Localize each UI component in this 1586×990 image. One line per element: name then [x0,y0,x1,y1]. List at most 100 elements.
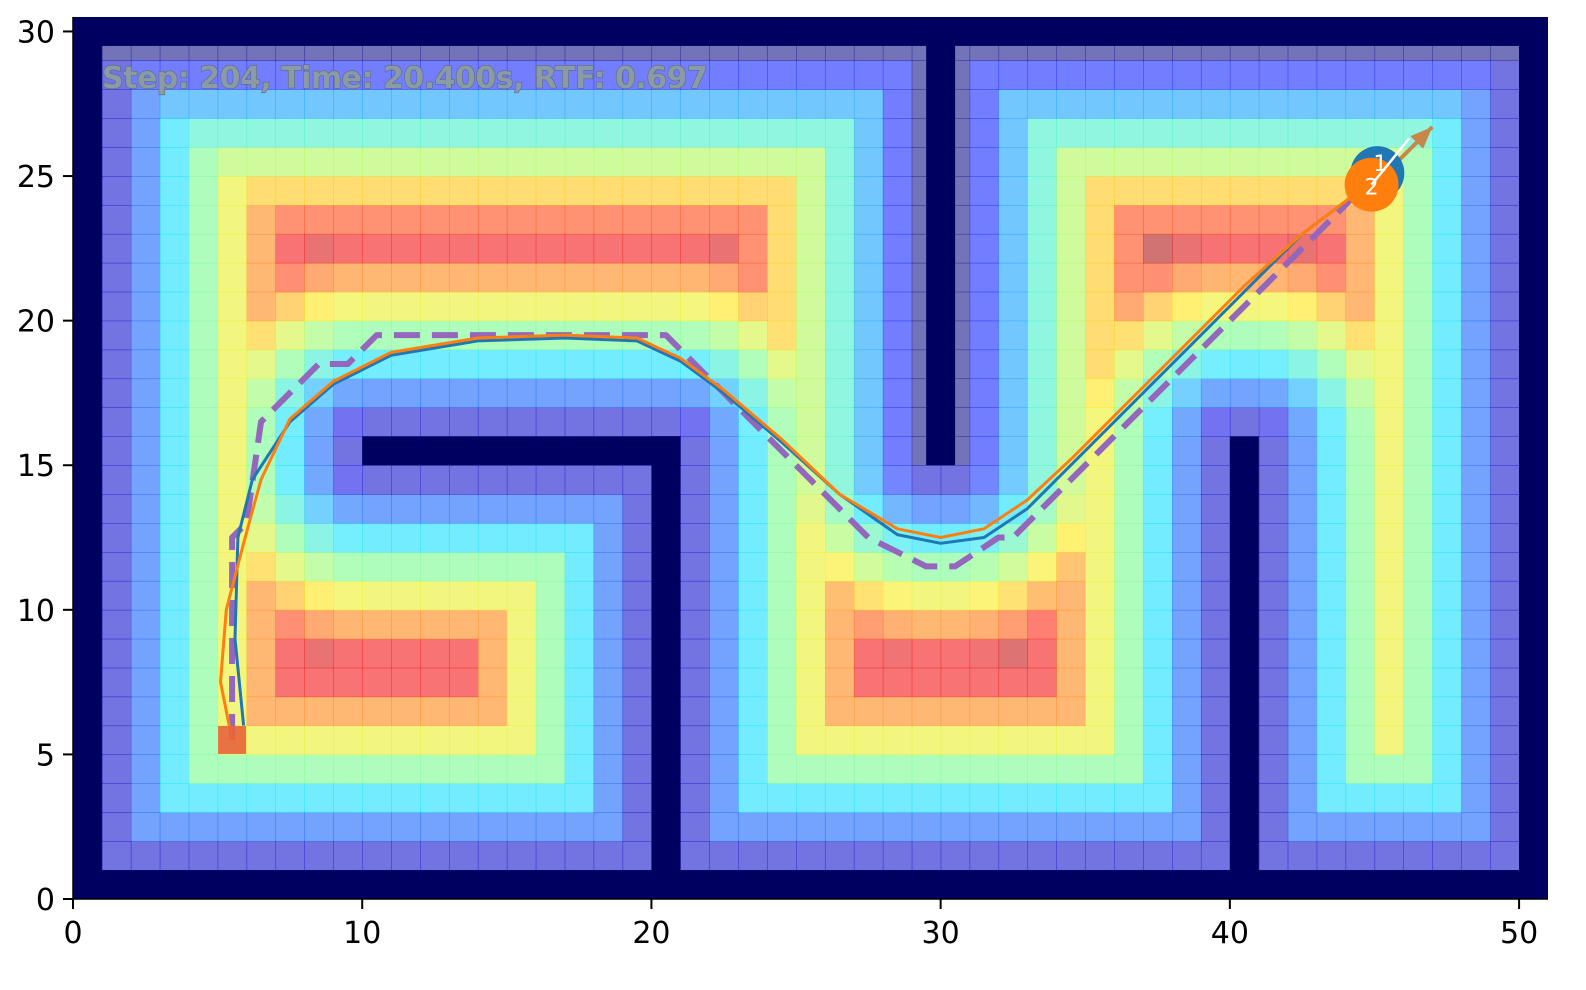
heatmap-cell [969,551,1000,582]
heatmap-cell [159,812,190,842]
heatmap-cell [333,609,363,640]
heatmap-cell [1432,841,1462,871]
heatmap-cell [1056,407,1086,437]
heatmap-cell [188,118,219,148]
heatmap-cell [593,609,624,640]
heatmap-cell [853,725,884,756]
heatmap-cell [593,118,624,148]
heatmap-cell [159,523,190,553]
heatmap-cell [448,60,479,90]
heatmap-cell [593,580,624,611]
heatmap-cell [767,551,797,582]
heatmap-cell [767,147,797,177]
heatmap-cell [362,465,392,495]
heatmap-cell [1490,841,1520,871]
heatmap-cell [680,696,710,727]
heatmap-cell [969,118,1000,148]
heatmap-cell [101,176,132,206]
heatmap-cell [738,176,768,206]
heatmap-cell [709,812,739,842]
heatmap-cell [477,494,508,524]
heatmap-cell [593,841,624,871]
heatmap-cell [824,523,855,553]
heatmap-cell [1085,89,1115,119]
heatmap-cell [304,465,334,495]
heatmap-cell [940,667,971,698]
heatmap-cell [333,204,363,235]
heatmap-cell [362,147,392,177]
heatmap-cell [1403,696,1433,727]
heatmap-cell [1143,725,1173,756]
heatmap-cell [304,60,334,90]
heatmap-cell [1027,609,1057,640]
heatmap-cell [188,204,219,235]
heatmap-cell [1287,60,1318,90]
heatmap-cell [738,667,768,698]
heatmap-cell [680,523,710,553]
heatmap-cell [448,725,479,756]
heatmap-cell [882,812,913,842]
heatmap-cell [188,147,219,177]
heatmap-cell [101,291,132,322]
heatmap-cell [680,233,710,264]
heatmap-cell [709,262,739,293]
heatmap-cell [477,841,508,871]
heatmap-cell [1316,233,1347,264]
heatmap-cell [1461,147,1491,177]
heatmap-cell [1432,147,1462,177]
heatmap-cell [1056,262,1086,293]
heatmap-cell [1490,523,1520,553]
heatmap-cell [969,204,1000,235]
heatmap-cell [1316,291,1347,322]
heatmap-cell [188,291,219,322]
heatmap-cell [391,147,421,177]
heatmap-cell [391,523,421,553]
heatmap-cell [391,233,421,264]
heatmap-cell [1143,580,1173,611]
heatmap-cell [564,262,595,293]
heatmap-cell [853,436,884,466]
heatmap-cell [853,378,884,408]
heatmap-cell [188,89,219,119]
heatmap-cell [1229,407,1260,437]
heatmap-cell [506,262,537,293]
heatmap-cell [1432,176,1462,206]
heatmap-cell [680,465,710,495]
heatmap-cell [998,233,1029,264]
heatmap-cell [188,465,219,495]
heatmap-cell [217,783,248,813]
heatmap-cell [1287,609,1318,640]
heatmap-cell [159,696,190,727]
heatmap-cell [130,262,161,293]
heatmap-cell [1316,89,1347,119]
heatmap-cell [709,176,739,206]
heatmap-cell [159,551,190,582]
heatmap-cell [1027,378,1057,408]
heatmap-cell [188,233,219,264]
heatmap-cell [1316,725,1347,756]
heatmap-cell [1114,89,1144,119]
heatmap-cell [564,783,595,813]
heatmap-cell [535,89,566,119]
heatmap-cell [680,580,710,611]
heatmap-cell [1287,667,1318,698]
heatmap-cell [738,118,768,148]
heatmap-cell [420,812,450,842]
heatmap-cell [333,291,363,322]
heatmap-cell [1200,60,1231,90]
heatmap-cell [1374,551,1404,582]
heatmap-cell [969,176,1000,206]
heatmap-cell [188,262,219,293]
heatmap-cell [1490,696,1520,727]
heatmap-cell [448,638,479,669]
heatmap-cell [824,204,855,235]
wall [73,17,102,899]
heatmap-cell [1316,118,1347,148]
heatmap-cell [1229,378,1260,408]
heatmap-cell [1374,580,1404,611]
heatmap-cell [1143,754,1173,784]
heatmap-cell [796,291,826,322]
heatmap-cell [506,667,537,698]
heatmap-cell [796,609,826,640]
heatmap-cell [1432,638,1462,669]
